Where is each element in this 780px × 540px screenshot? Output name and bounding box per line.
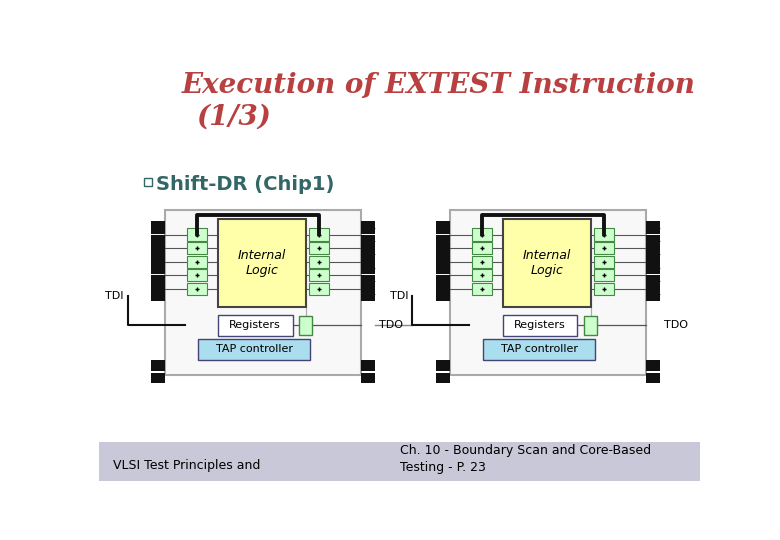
Bar [646, 373, 660, 383]
Bar [300, 316, 312, 335]
Bar [218, 219, 307, 307]
Bar [187, 282, 207, 295]
Bar [309, 255, 329, 268]
Bar [646, 288, 660, 301]
Text: Execution of EXTEST Instruction: Execution of EXTEST Instruction [181, 72, 695, 99]
Bar [450, 210, 646, 375]
Bar [473, 242, 492, 254]
Bar [646, 221, 660, 234]
Bar [151, 360, 165, 371]
Bar [361, 234, 375, 248]
Bar [187, 228, 207, 241]
Bar [646, 234, 660, 248]
Bar [361, 360, 375, 371]
Text: Registers: Registers [229, 320, 281, 330]
Bar [309, 242, 329, 254]
Bar [187, 255, 207, 268]
Text: TAP controller: TAP controller [501, 345, 578, 354]
Bar [646, 360, 660, 371]
Text: VLSI Test Principles and: VLSI Test Principles and [113, 458, 261, 472]
Bar [436, 288, 450, 301]
Bar [309, 269, 329, 281]
Bar [436, 221, 450, 234]
Text: TDI: TDI [390, 291, 409, 301]
Bar [436, 261, 450, 274]
Bar [361, 288, 375, 301]
Text: TAP controller: TAP controller [216, 345, 292, 354]
Bar [151, 234, 165, 248]
Bar [436, 373, 450, 383]
Bar [436, 360, 450, 371]
Bar [473, 269, 492, 281]
Text: Shift-DR (Chip1): Shift-DR (Chip1) [157, 176, 335, 194]
Text: TDO: TDO [664, 320, 688, 330]
Bar [594, 282, 614, 295]
Bar [361, 248, 375, 261]
Bar [151, 275, 165, 288]
Bar [473, 255, 492, 268]
Text: TDI: TDI [105, 291, 124, 301]
Text: (1/3): (1/3) [197, 103, 271, 130]
Bar [309, 282, 329, 295]
Bar [646, 275, 660, 288]
Bar [187, 242, 207, 254]
Bar [483, 339, 595, 360]
Bar [503, 315, 577, 336]
Bar [436, 275, 450, 288]
Bar [361, 275, 375, 288]
Bar [144, 178, 152, 186]
Text: Internal
Logic: Internal Logic [238, 249, 286, 278]
Bar [503, 219, 591, 307]
Text: Internal
Logic: Internal Logic [523, 249, 571, 278]
Bar [309, 228, 329, 241]
Bar [187, 269, 207, 281]
Bar [594, 228, 614, 241]
Bar [165, 210, 361, 375]
Bar [594, 269, 614, 281]
Text: Registers: Registers [514, 320, 566, 330]
Text: Ch. 10 - Boundary Scan and Core-Based
Testing - P. 23: Ch. 10 - Boundary Scan and Core-Based Te… [399, 444, 651, 474]
Bar [151, 221, 165, 234]
Bar [99, 442, 700, 481]
Bar [198, 339, 310, 360]
Bar [584, 316, 597, 335]
Bar [594, 242, 614, 254]
Bar [436, 234, 450, 248]
Text: TDO: TDO [379, 320, 403, 330]
Bar [361, 221, 375, 234]
Bar [361, 261, 375, 274]
Bar [361, 373, 375, 383]
Bar [151, 261, 165, 274]
Bar [151, 373, 165, 383]
Bar [473, 228, 492, 241]
Bar [473, 282, 492, 295]
Bar [436, 248, 450, 261]
Bar [151, 288, 165, 301]
Bar [218, 315, 292, 336]
Bar [594, 255, 614, 268]
Bar [646, 248, 660, 261]
Bar [646, 261, 660, 274]
Bar [151, 248, 165, 261]
